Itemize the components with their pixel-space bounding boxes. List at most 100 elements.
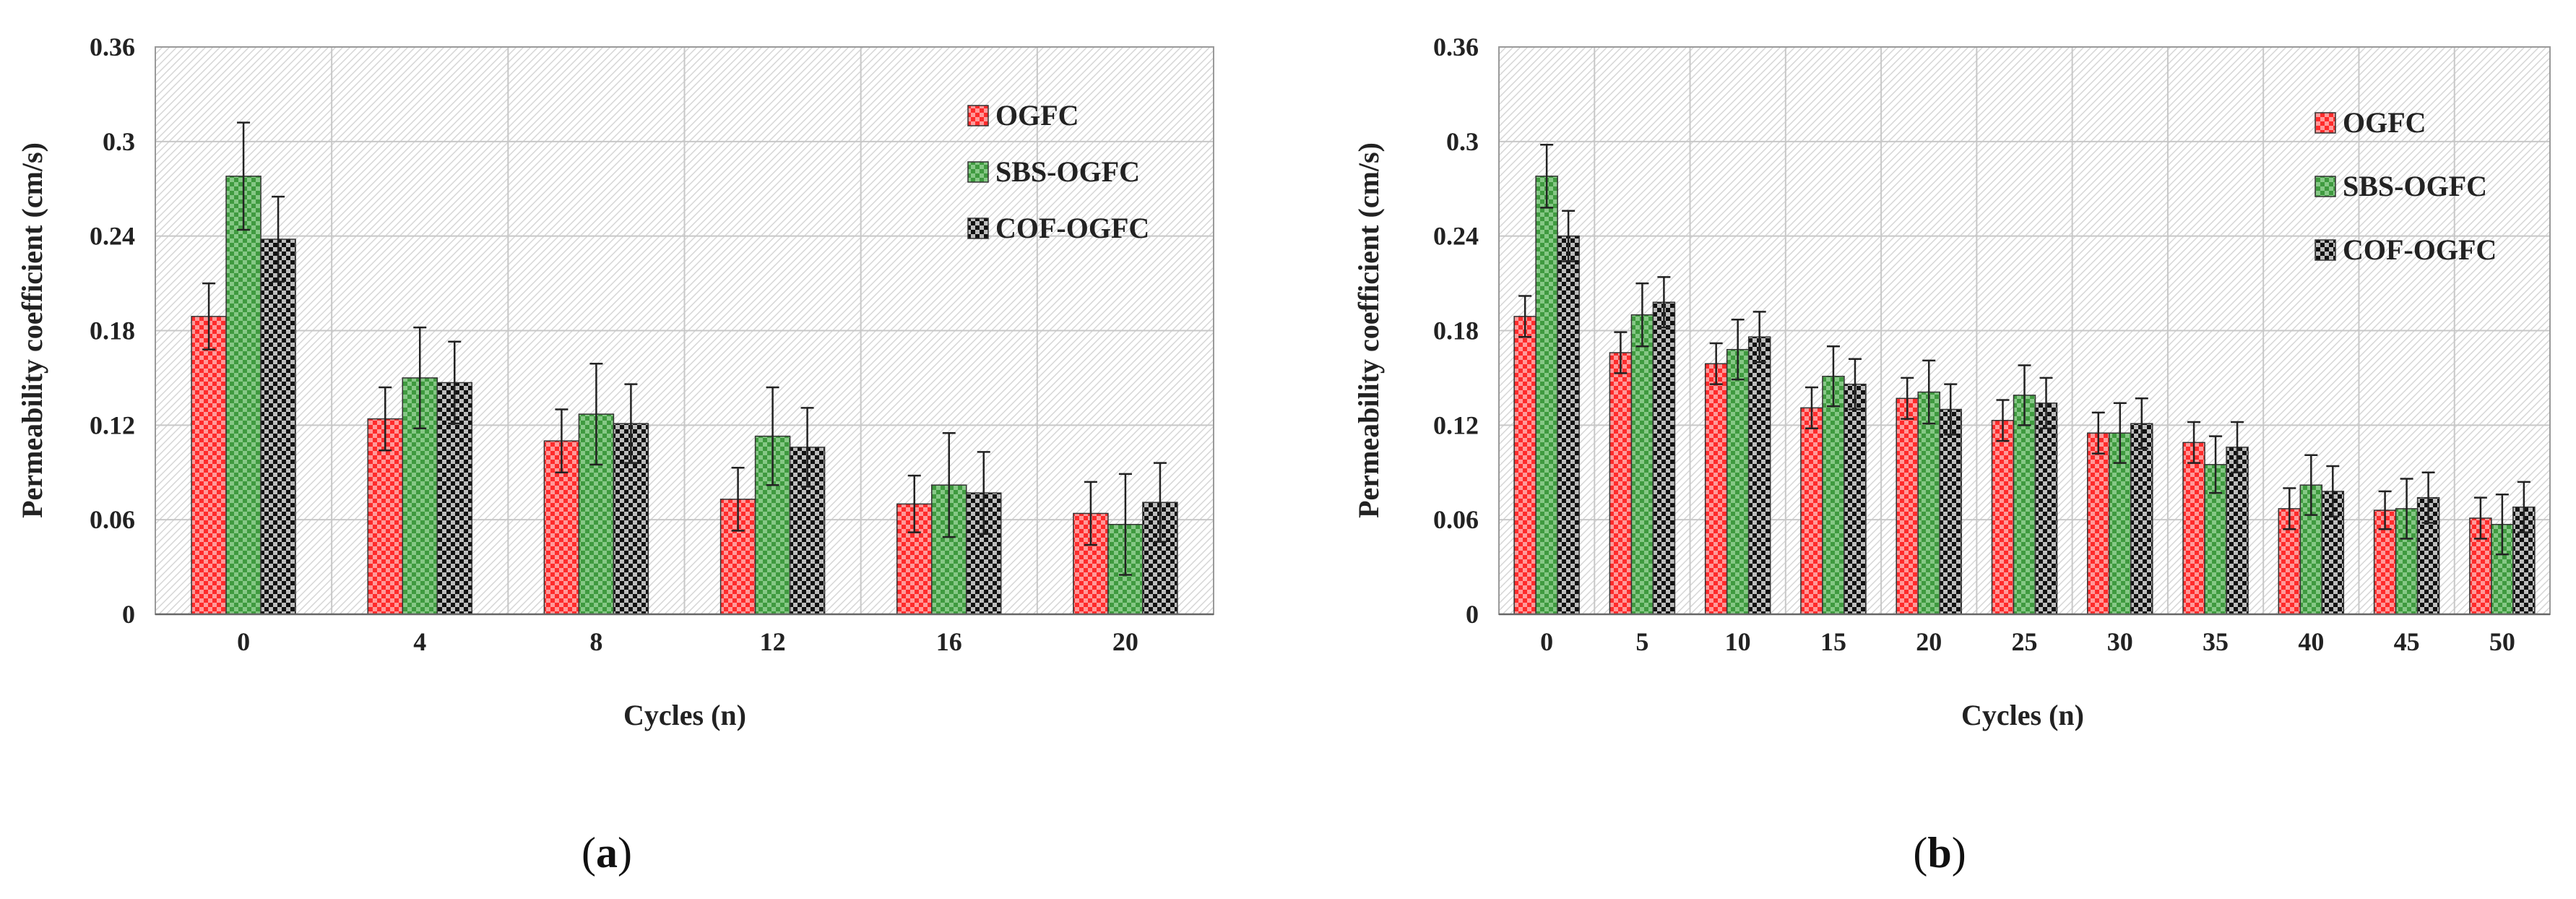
error-bar-sbs-ogfc — [237, 121, 251, 231]
bar-sbs-ogfc — [1822, 375, 1845, 615]
bar-ogfc — [1896, 397, 1919, 615]
error-bar-sbs-ogfc — [1826, 345, 1840, 408]
error-bar-sbs-ogfc — [1731, 318, 1745, 381]
bar-ogfc — [1513, 316, 1536, 615]
bar-ogfc — [1800, 407, 1823, 615]
error-bar-sbs-ogfc — [1635, 282, 1649, 348]
error-bar-cof-ogfc — [2326, 465, 2340, 518]
error-bar-cof-ogfc — [272, 195, 285, 283]
legend: OGFC SBS-OGFC COF-OGFC — [2314, 106, 2497, 266]
bars — [1513, 176, 2536, 615]
error-bar-sbs-ogfc — [942, 431, 956, 538]
x-axis-title: Cycles (n) — [1961, 699, 2084, 731]
error-bar-cof-ogfc — [624, 383, 638, 464]
legend: OGFC SBS-OGFC COF-OGFC — [967, 99, 1149, 244]
x-tick-label: 16 — [936, 627, 962, 656]
error-bar-cof-ogfc — [2039, 377, 2053, 429]
error-bar-cof-ogfc — [448, 340, 462, 425]
x-tick-label: 20 — [1112, 627, 1138, 656]
y-tick-label: 0.3 — [103, 127, 135, 156]
error-bars — [1518, 143, 2530, 556]
x-tick-label: 15 — [1820, 627, 1846, 656]
chart-panel-b: 0 0.06 0.12 0.18 0.24 0.3 0.36 0 5 10 15 20 25 30 35 4… — [1352, 33, 2551, 877]
error-bar-cof-ogfc — [1944, 383, 1958, 436]
y-tick-label: 0.24 — [90, 222, 135, 251]
bar-sbs-ogfc — [1630, 314, 1654, 615]
bar-sbs-ogfc — [2013, 395, 2036, 615]
legend-label-sbs-ogfc: SBS-OGFC — [995, 155, 1140, 188]
error-bar-sbs-ogfc — [1540, 143, 1554, 209]
x-tick-label: 8 — [589, 627, 602, 656]
y-tick-label: 0.3 — [1446, 127, 1479, 156]
y-tick-label: 0.18 — [90, 317, 135, 345]
bar-cof-ogfc — [2226, 447, 2249, 615]
bar-sbs-ogfc — [1535, 176, 1558, 615]
error-bar-ogfc — [1518, 295, 1532, 338]
x-tick-labels: 0 4 8 12 16 20 — [237, 627, 1138, 656]
error-bar-sbs-ogfc — [589, 363, 603, 466]
legend-swatch-sbs-ogfc — [2314, 176, 2336, 197]
error-bar-ogfc — [202, 282, 216, 350]
x-tick-label: 45 — [2394, 627, 2420, 656]
bar-ogfc — [1609, 352, 1633, 615]
x-tick-label: 0 — [1540, 627, 1553, 656]
error-bar-cof-ogfc — [2517, 481, 2530, 533]
gridlines — [155, 47, 1214, 614]
y-tick-label: 0.12 — [1433, 410, 1479, 439]
y-tick-label: 0.24 — [1433, 222, 1479, 251]
error-bar-sbs-ogfc — [2209, 435, 2223, 494]
error-bar-ogfc — [379, 386, 392, 452]
x-tick-label: 10 — [1725, 627, 1751, 656]
error-bar-sbs-ogfc — [1922, 359, 1936, 425]
x-tick-label: 30 — [2107, 627, 2133, 656]
y-tick-label: 0.06 — [1433, 505, 1479, 534]
bar-cof-ogfc — [2034, 403, 2058, 615]
error-bar-cof-ogfc — [1848, 358, 1862, 410]
error-bar-cof-ogfc — [2421, 471, 2435, 524]
bar-sbs-ogfc — [225, 176, 262, 615]
legend-swatch-sbs-ogfc — [967, 161, 989, 183]
error-bar-cof-ogfc — [1562, 210, 1576, 262]
x-tick-label: 0 — [237, 627, 250, 656]
x-tick-label: 4 — [413, 627, 426, 656]
bar-ogfc — [1704, 363, 1728, 615]
error-bar-ogfc — [555, 408, 569, 473]
error-bar-ogfc — [1901, 377, 1914, 420]
x-tick-label: 40 — [2298, 627, 2324, 656]
y-tick-labels: 0 0.06 0.12 0.18 0.24 0.3 0.36 — [1433, 33, 1479, 629]
error-bar-ogfc — [1709, 342, 1723, 385]
error-bar-sbs-ogfc — [413, 326, 427, 429]
legend-label-sbs-ogfc: SBS-OGFC — [2343, 170, 2487, 202]
error-bar-sbs-ogfc — [2304, 454, 2318, 516]
error-bar-sbs-ogfc — [2113, 402, 2127, 464]
error-bar-ogfc — [731, 466, 745, 532]
error-bar-ogfc — [1084, 481, 1097, 546]
bar-cof-ogfc — [1747, 336, 1771, 615]
error-bar-ogfc — [1805, 386, 1818, 429]
error-bar-sbs-ogfc — [1118, 473, 1132, 576]
bar-cof-ogfc — [436, 382, 472, 615]
y-tick-label: 0 — [122, 600, 135, 629]
error-bar-cof-ogfc — [1752, 311, 1766, 364]
x-tick-label: 35 — [2203, 627, 2229, 656]
legend-swatch-cof-ogfc — [2314, 239, 2336, 261]
y-tick-label: 0.36 — [1433, 33, 1479, 61]
error-bar-cof-ogfc — [2135, 397, 2148, 450]
y-axis-title: Permeability coefficient (cm/s) — [16, 142, 48, 518]
bar-sbs-ogfc — [1917, 391, 1940, 615]
panel-label-b: (b) — [1913, 829, 1966, 877]
bar-cof-ogfc — [260, 238, 296, 615]
error-bar-ogfc — [907, 474, 921, 533]
legend-swatch-ogfc — [2314, 112, 2336, 134]
x-axis-title: Cycles (n) — [623, 699, 746, 731]
bar-cof-ogfc — [2130, 423, 2153, 615]
y-tick-label: 0.18 — [1433, 317, 1479, 345]
error-bar-ogfc — [2378, 490, 2392, 530]
error-bar-ogfc — [2187, 421, 2201, 464]
error-bar-sbs-ogfc — [2495, 494, 2509, 556]
x-tick-label: 20 — [1916, 627, 1942, 656]
error-bar-sbs-ogfc — [2400, 478, 2413, 540]
error-bar-sbs-ogfc — [2018, 364, 2031, 426]
legend-label-cof-ogfc: COF-OGFC — [2343, 233, 2497, 266]
legend-label-cof-ogfc: COF-OGFC — [995, 212, 1149, 244]
